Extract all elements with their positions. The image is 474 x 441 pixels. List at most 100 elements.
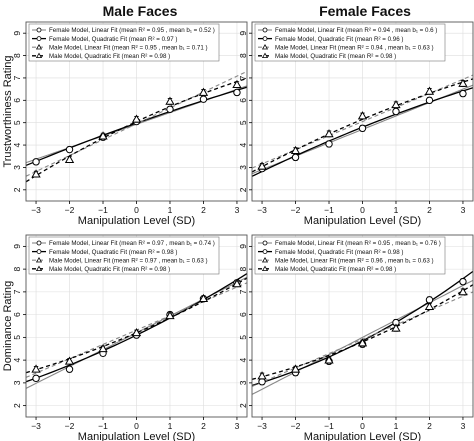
legend-marker [35, 265, 43, 272]
x-tick-label: 2 [427, 205, 432, 215]
data-point [131, 114, 142, 123]
y-tick-label: 3 [238, 165, 248, 170]
legend-marker [36, 27, 42, 33]
y-tick-label: 2 [238, 403, 248, 408]
legend-label: Female Model, Linear Fit (mean R² = 0.95… [49, 27, 215, 34]
male-model-series [31, 79, 242, 178]
y-tick-label: 2 [12, 403, 22, 408]
y-tick-label: 2 [238, 187, 248, 192]
data-point [64, 356, 75, 365]
data-point [257, 161, 267, 170]
y-tick-label: 4 [12, 357, 22, 362]
x-tick-label: −2 [291, 421, 301, 431]
legend: Female Model, Linear Fit (mean R² = 0.97… [28, 236, 220, 275]
data-point [424, 86, 435, 95]
x-tick-label: 3 [235, 421, 240, 431]
x-tick-label: −3 [31, 421, 41, 431]
data-point [458, 78, 468, 87]
male-model-series [31, 279, 242, 373]
x-tick-label: −2 [291, 205, 301, 215]
data-point [392, 107, 400, 116]
y-tick-label: 6 [12, 312, 22, 317]
legend-label: Male Model, Linear Fit (mean R² = 0.94 ,… [275, 44, 434, 51]
x-tick-label: 0 [360, 205, 365, 215]
y-tick-label: 9 [238, 244, 248, 249]
y-tick-label: 8 [12, 266, 22, 271]
data-point [459, 277, 467, 286]
legend-label: Male Model, Quadratic Fit (mean R² = 0.9… [49, 266, 170, 273]
data-point [64, 154, 75, 163]
data-point [232, 79, 242, 88]
legend-box [28, 23, 220, 62]
legend-label: Female Model, Linear Fit (mean R² = 0.97… [49, 240, 215, 247]
male-model-series [257, 287, 468, 380]
legend-marker [262, 36, 268, 41]
x-tick-label: 1 [168, 205, 173, 215]
column-title-female-faces: Female Faces [319, 3, 411, 19]
data-point [324, 129, 334, 138]
legend-marker [261, 43, 269, 50]
legend-label: Female Model, Quadratic Fit (mean R² = 0… [275, 36, 403, 43]
data-point [233, 88, 241, 97]
y-axis-label: Trustworthiness Rating [2, 55, 14, 167]
data-point [459, 89, 467, 98]
legend: Female Model, Linear Fit (mean R² = 0.94… [254, 23, 446, 62]
panel-1: −3 −2 −1 0 1 2 3 2 3 4 5 6 7 8 9 Manipulation Level (SD… [2, 21, 248, 227]
data-point [391, 323, 401, 332]
data-point [391, 99, 401, 109]
y-tick-label: 5 [238, 120, 248, 125]
x-tick-label: −3 [257, 421, 267, 431]
legend-label: Female Model, Quadratic Fit (mean R² = 0… [49, 249, 177, 256]
data-point [290, 364, 301, 373]
x-axis-label: Manipulation Level (SD) [304, 431, 421, 441]
y-tick-label: 9 [12, 244, 22, 249]
x-tick-label: 2 [427, 421, 432, 431]
data-point [291, 153, 300, 162]
legend-label: Female Model, Linear Fit (mean R² = 0.94… [275, 27, 437, 34]
x-tick-label: 1 [394, 205, 399, 215]
data-point [357, 111, 368, 120]
x-tick-label: −1 [324, 421, 334, 431]
data-point [65, 365, 74, 373]
y-tick-label: 9 [238, 31, 248, 36]
column-title-male-faces: Male Faces [103, 3, 178, 19]
x-axis-label: Manipulation Level (SD) [78, 215, 195, 227]
legend: Female Model, Linear Fit (mean R² = 0.95… [28, 23, 220, 62]
y-tick-label: 7 [12, 75, 22, 80]
data-point [198, 293, 209, 303]
legend-label: Female Model, Linear Fit (mean R² = 0.95… [275, 240, 441, 247]
y-tick-label: 6 [238, 312, 248, 317]
data-point [131, 328, 142, 337]
y-tick-label: 9 [12, 31, 22, 36]
x-tick-label: 2 [201, 205, 206, 215]
y-tick-label: 3 [238, 380, 248, 385]
legend-marker [261, 256, 269, 263]
data-point [257, 371, 267, 380]
data-point [258, 378, 266, 386]
x-axis-label: Manipulation Level (SD) [304, 215, 421, 227]
legend-label: Male Model, Linear Fit (mean R² = 0.97 ,… [49, 257, 208, 264]
x-tick-label: 0 [134, 421, 139, 431]
data-point [324, 355, 334, 364]
y-tick-label: 5 [12, 120, 22, 125]
panel-4: −3 −2 −1 0 1 2 3 2 3 4 5 6 7 8 9 Manipulation Level (SD… [238, 234, 474, 441]
y-tick-label: 8 [238, 266, 248, 271]
male-model-series [257, 78, 468, 170]
y-tick-label: 4 [238, 357, 248, 362]
x-tick-label: −3 [257, 205, 267, 215]
data-point [199, 95, 208, 103]
x-tick-label: −2 [65, 421, 75, 431]
y-tick-label: 4 [12, 142, 22, 147]
y-tick-label: 8 [12, 53, 22, 58]
male-linear-fit [252, 74, 473, 169]
legend-marker [261, 265, 269, 272]
legend-label: Female Model, Quadratic Fit (mean R² = 0… [49, 36, 177, 43]
x-tick-label: 1 [394, 421, 399, 431]
x-tick-label: 0 [360, 421, 365, 431]
legend-box [28, 236, 220, 275]
legend-marker [35, 52, 43, 58]
data-point [358, 124, 367, 132]
legend-label: Male Model, Linear Fit (mean R² = 0.96 ,… [275, 257, 434, 264]
data-point [290, 145, 301, 155]
x-tick-label: 3 [461, 421, 466, 431]
